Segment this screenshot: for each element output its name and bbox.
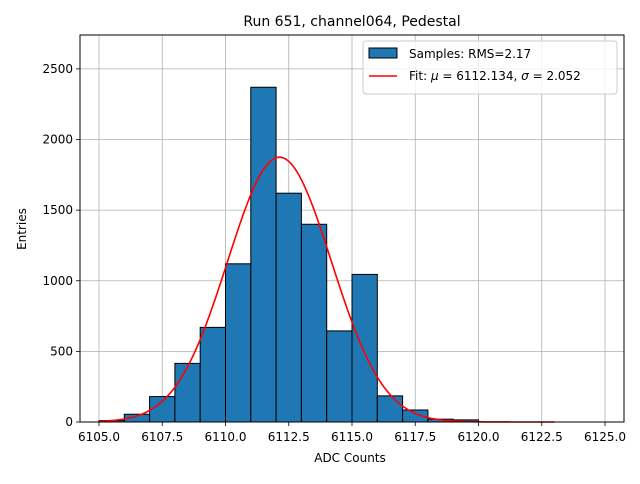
histogram-bars <box>98 86 480 423</box>
x-tick-label: 6107.5 <box>141 430 183 444</box>
histogram-bar <box>199 326 226 423</box>
y-tick-label: 2000 <box>42 133 73 147</box>
histogram-bar <box>300 223 328 423</box>
y-tick-label: 0 <box>65 415 73 429</box>
legend-fit-text-c: = 2.052 <box>529 69 581 83</box>
y-tick-label: 2500 <box>42 62 73 76</box>
histogram-bar <box>224 263 252 423</box>
x-tick-label: 6125.0 <box>584 430 626 444</box>
histogram-bar <box>174 362 201 423</box>
y-tick-label: 1500 <box>42 203 73 217</box>
y-axis-ticks: 0 500 1000 1500 2000 2500 <box>42 62 80 429</box>
histogram-bar <box>250 86 277 423</box>
x-tick-label: 6115.0 <box>331 430 373 444</box>
chart-title: Run 651, channel064, Pedestal <box>243 14 460 30</box>
histogram-bar <box>351 273 378 423</box>
legend-fit-mu: μ <box>430 69 439 83</box>
legend-fit-sigma: σ <box>521 69 529 83</box>
histogram-bar <box>326 330 353 423</box>
legend-fit-text-a: Fit: <box>409 69 431 83</box>
x-tick-label: 6105.0 <box>78 430 120 444</box>
x-axis-ticks: 6105.0 6107.5 6110.0 6112.5 6115.0 6117.5 6120… <box>78 422 626 444</box>
histogram-bar <box>376 395 404 423</box>
x-tick-label: 6120.0 <box>458 430 500 444</box>
legend-fit-text-b: = 6112.134, <box>439 69 522 83</box>
x-tick-label: 6112.5 <box>268 430 310 444</box>
x-tick-label: 6110.0 <box>204 430 246 444</box>
x-axis-label: ADC Counts <box>314 451 386 465</box>
histogram-bar <box>275 192 302 423</box>
y-tick-label: 500 <box>50 344 73 358</box>
legend-fit-label: Fit: μ = 6112.134, σ = 2.052 <box>409 69 581 83</box>
legend-box <box>362 40 618 95</box>
legend-histogram-swatch <box>368 47 398 59</box>
legend: Samples: RMS=2.17 Fit: μ = 6112.134, σ =… <box>362 40 618 95</box>
x-tick-label: 6117.5 <box>394 430 436 444</box>
y-tick-label: 1000 <box>42 274 73 288</box>
legend-histogram-label: Samples: RMS=2.17 <box>409 47 531 61</box>
x-tick-label: 6122.5 <box>521 430 563 444</box>
y-axis-label: Entries <box>15 208 29 250</box>
